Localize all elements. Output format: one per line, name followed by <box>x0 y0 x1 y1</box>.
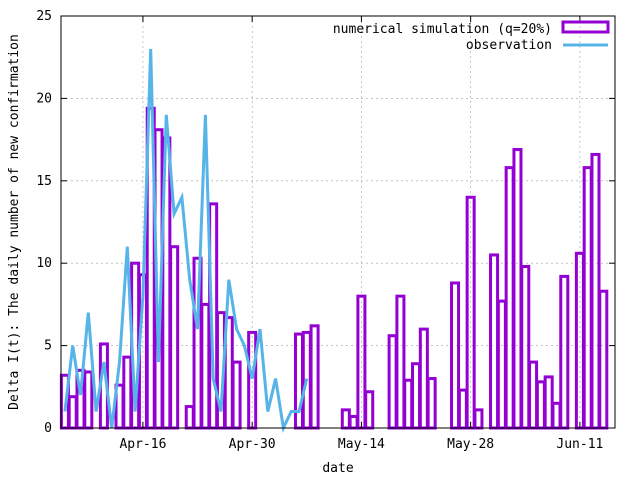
observation-line <box>63 48 309 434</box>
x-tick-label: Apr-16 <box>119 437 166 452</box>
simulation-bar <box>340 408 351 430</box>
y-tick-label: 15 <box>36 174 52 189</box>
simulation-bar <box>520 264 531 430</box>
simulation-bar <box>528 360 539 430</box>
x-tick-label: May-28 <box>447 437 494 452</box>
simulation-bar <box>418 327 429 430</box>
x-axis-title: date <box>322 461 353 476</box>
simulation-bar <box>457 388 468 430</box>
y-tick-label: 5 <box>44 339 52 354</box>
x-tick-label: Jun-11 <box>556 437 603 452</box>
simulation-bar <box>504 166 515 430</box>
x-tick-label: May-14 <box>338 437 385 452</box>
y-tick-label: 10 <box>36 256 52 271</box>
legend: numerical simulation (q=20%) observation <box>333 20 610 53</box>
simulation-bar <box>67 395 78 430</box>
simulation-bar <box>473 408 484 430</box>
simulation-bar <box>598 289 609 430</box>
simulation-bar <box>489 253 500 430</box>
simulation-bar <box>582 166 593 430</box>
plot-border <box>60 15 616 429</box>
simulation-bar <box>403 378 414 430</box>
simulation-bar <box>512 147 523 430</box>
simulation-bar <box>387 334 398 430</box>
simulation-bar <box>450 281 461 430</box>
grid-lines <box>61 16 615 428</box>
simulation-bar <box>551 401 562 430</box>
simulation-bar <box>543 375 554 430</box>
y-tick-label: 20 <box>36 91 52 106</box>
y-tick-label: 25 <box>36 9 52 24</box>
legend-label-observation: observation <box>466 38 552 53</box>
simulation-bar <box>231 360 242 430</box>
simulation-bar <box>411 362 422 430</box>
simulation-bar <box>184 405 195 430</box>
simulation-bar <box>169 245 180 430</box>
y-tick-label: 0 <box>44 421 52 436</box>
simulation-bar <box>348 414 359 430</box>
simulation-bar <box>496 299 507 430</box>
simulation-bar <box>559 274 570 430</box>
y-axis-title: Delta I(t): The daily number of new conf… <box>7 34 22 410</box>
simulation-bar <box>590 152 601 430</box>
simulation-bar <box>83 370 94 430</box>
simulation-bar <box>293 332 304 430</box>
x-tick-label: Apr-30 <box>229 437 276 452</box>
simulation-bar <box>426 377 437 430</box>
simulation-bar <box>395 294 406 430</box>
simulation-bar <box>364 390 375 430</box>
simulation-bar <box>122 355 133 430</box>
simulation-bar <box>309 324 320 430</box>
simulation-bar <box>535 380 546 430</box>
simulation-bar <box>200 302 211 430</box>
legend-label-simulation: numerical simulation (q=20%) <box>333 22 552 37</box>
legend-swatch-simulation <box>561 20 610 34</box>
axis-ticks: 0 5 10 15 20 25 Apr-16 Apr-30 May-14 May-28 Jun-11 <box>36 9 615 452</box>
observation-line-group <box>63 48 309 434</box>
